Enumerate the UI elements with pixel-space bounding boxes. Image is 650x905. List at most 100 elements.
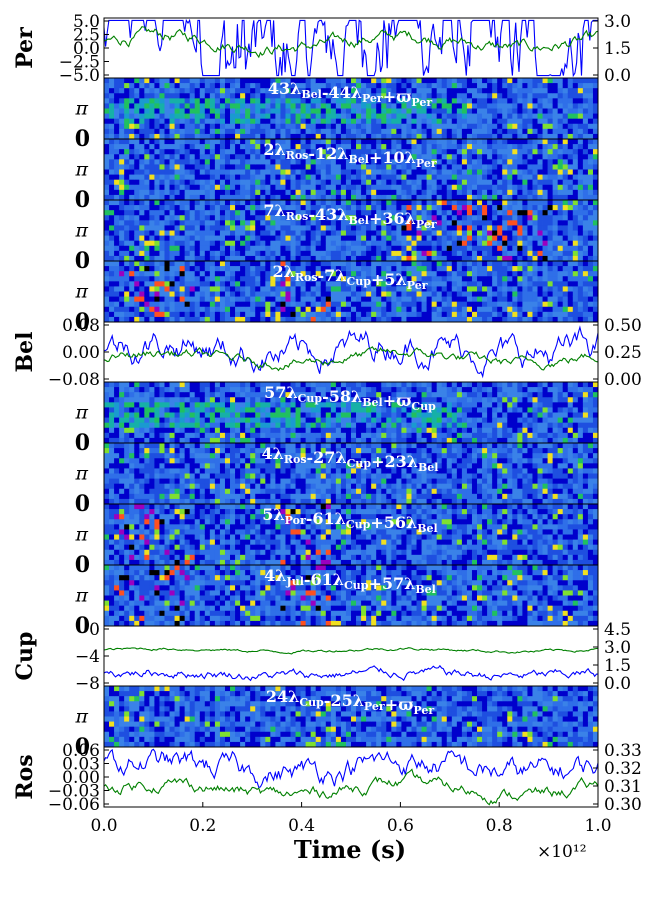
heatmap-cell — [386, 316, 392, 323]
heatmap-cell — [557, 88, 564, 94]
heatmap-cell — [381, 230, 387, 236]
heatmap-cell — [522, 123, 528, 130]
heatmap-cell — [335, 83, 342, 89]
heatmap-cell — [119, 215, 125, 221]
heatmap-cell — [502, 235, 508, 242]
heatmap-cell — [230, 194, 236, 201]
heatmap-cell — [139, 306, 145, 313]
heatmap-cell — [345, 301, 352, 308]
heatmap-cell — [471, 261, 478, 267]
heatmap-cell — [592, 271, 599, 277]
heatmap-cell — [300, 174, 307, 181]
heatmap-cell — [396, 240, 402, 247]
heatmap-cell — [431, 306, 438, 313]
heatmap-cell — [280, 301, 286, 308]
heatmap-cell — [275, 261, 281, 267]
heatmap-cell — [250, 316, 256, 323]
heatmap-cell — [330, 215, 337, 221]
heatmap-cell — [421, 194, 428, 201]
heatmap-cell — [224, 184, 231, 191]
heatmap-cell — [391, 271, 397, 277]
heatmap-cell — [154, 139, 160, 145]
heatmap-cell — [416, 113, 422, 120]
heatmap-cell — [204, 271, 211, 277]
heatmap-cell — [214, 159, 221, 165]
heatmap-cell — [214, 261, 221, 267]
heatmap-cell — [471, 113, 478, 120]
heatmap-cell — [305, 225, 312, 231]
heatmap-cell — [421, 108, 428, 114]
heatmap-cell — [401, 225, 407, 231]
heatmap-cell — [320, 113, 327, 120]
heatmap-cell — [104, 133, 110, 140]
heatmap-cell — [492, 261, 498, 267]
heatmap-cell — [527, 169, 533, 175]
heatmap-cell — [512, 220, 518, 226]
heatmap-cell — [477, 78, 483, 84]
heatmap-cell — [214, 88, 221, 94]
heatmap-cell — [214, 245, 221, 252]
heatmap-cell — [376, 225, 382, 231]
heatmap-cell — [124, 412, 130, 418]
heatmap-cell — [189, 245, 196, 252]
heatmap-cell — [507, 311, 513, 318]
heatmap-cell — [330, 118, 337, 125]
heatmap-cell — [401, 123, 407, 130]
heatmap-cell — [517, 276, 523, 282]
heatmap-cell — [285, 103, 291, 109]
heatmap-cell — [461, 200, 468, 206]
heatmap-cell — [179, 169, 186, 175]
heatmap-cell — [320, 245, 327, 252]
heatmap-cell — [371, 103, 377, 109]
heatmap-cell — [345, 174, 352, 181]
heatmap-cell — [451, 291, 458, 297]
heatmap-cell — [325, 113, 332, 120]
heatmap-cell — [547, 128, 554, 135]
heatmap-cell — [295, 210, 301, 216]
heatmap-cell — [411, 118, 417, 125]
heatmap-cell — [436, 83, 443, 89]
heatmap-cell — [139, 245, 145, 252]
heatmap-cell — [245, 245, 251, 252]
heatmap-cell — [461, 174, 468, 181]
heatmap-cell — [421, 301, 428, 308]
heatmap-cell — [582, 169, 589, 175]
heatmap-cell — [477, 133, 483, 140]
heatmap-cell — [194, 103, 201, 109]
heatmap-cell — [542, 296, 548, 303]
heatmap-cell — [502, 78, 508, 84]
heatmap-cell — [235, 159, 241, 165]
heatmap-cell — [426, 144, 433, 150]
heatmap-cell — [502, 164, 508, 170]
heatmap-cell — [219, 108, 226, 114]
heatmap-cell — [361, 271, 367, 277]
heatmap-cell — [104, 200, 110, 206]
heatmap-cell — [426, 245, 433, 252]
heatmap-cell — [371, 200, 377, 206]
heatmap-cell — [592, 139, 599, 145]
heatmap-cell — [492, 296, 498, 303]
heatmap-cell — [340, 205, 347, 211]
heatmap-cell — [159, 169, 165, 175]
heatmap-cell — [280, 230, 286, 236]
heatmap-cell — [512, 88, 518, 94]
heatmap-cell — [224, 164, 231, 170]
heatmap-cell — [134, 235, 140, 242]
heatmap-cell — [114, 118, 120, 125]
heatmap-cell — [174, 397, 181, 403]
heatmap-cell — [406, 311, 412, 318]
heatmap-cell — [219, 189, 226, 196]
heatmap-cell — [456, 296, 463, 303]
heatmap-cell — [224, 93, 231, 99]
heatmap-cell — [305, 144, 312, 150]
heatmap-cell — [587, 154, 594, 160]
heatmap-cell — [577, 220, 584, 226]
heatmap-cell — [169, 93, 175, 99]
heatmap-cell — [497, 240, 503, 247]
heatmap-cell — [512, 149, 518, 155]
heatmap-cell — [305, 169, 312, 175]
heatmap-cell — [512, 301, 518, 308]
heatmap-cell — [361, 230, 367, 236]
heatmap-layer — [104, 78, 599, 748]
heatmap-cell — [179, 113, 186, 120]
